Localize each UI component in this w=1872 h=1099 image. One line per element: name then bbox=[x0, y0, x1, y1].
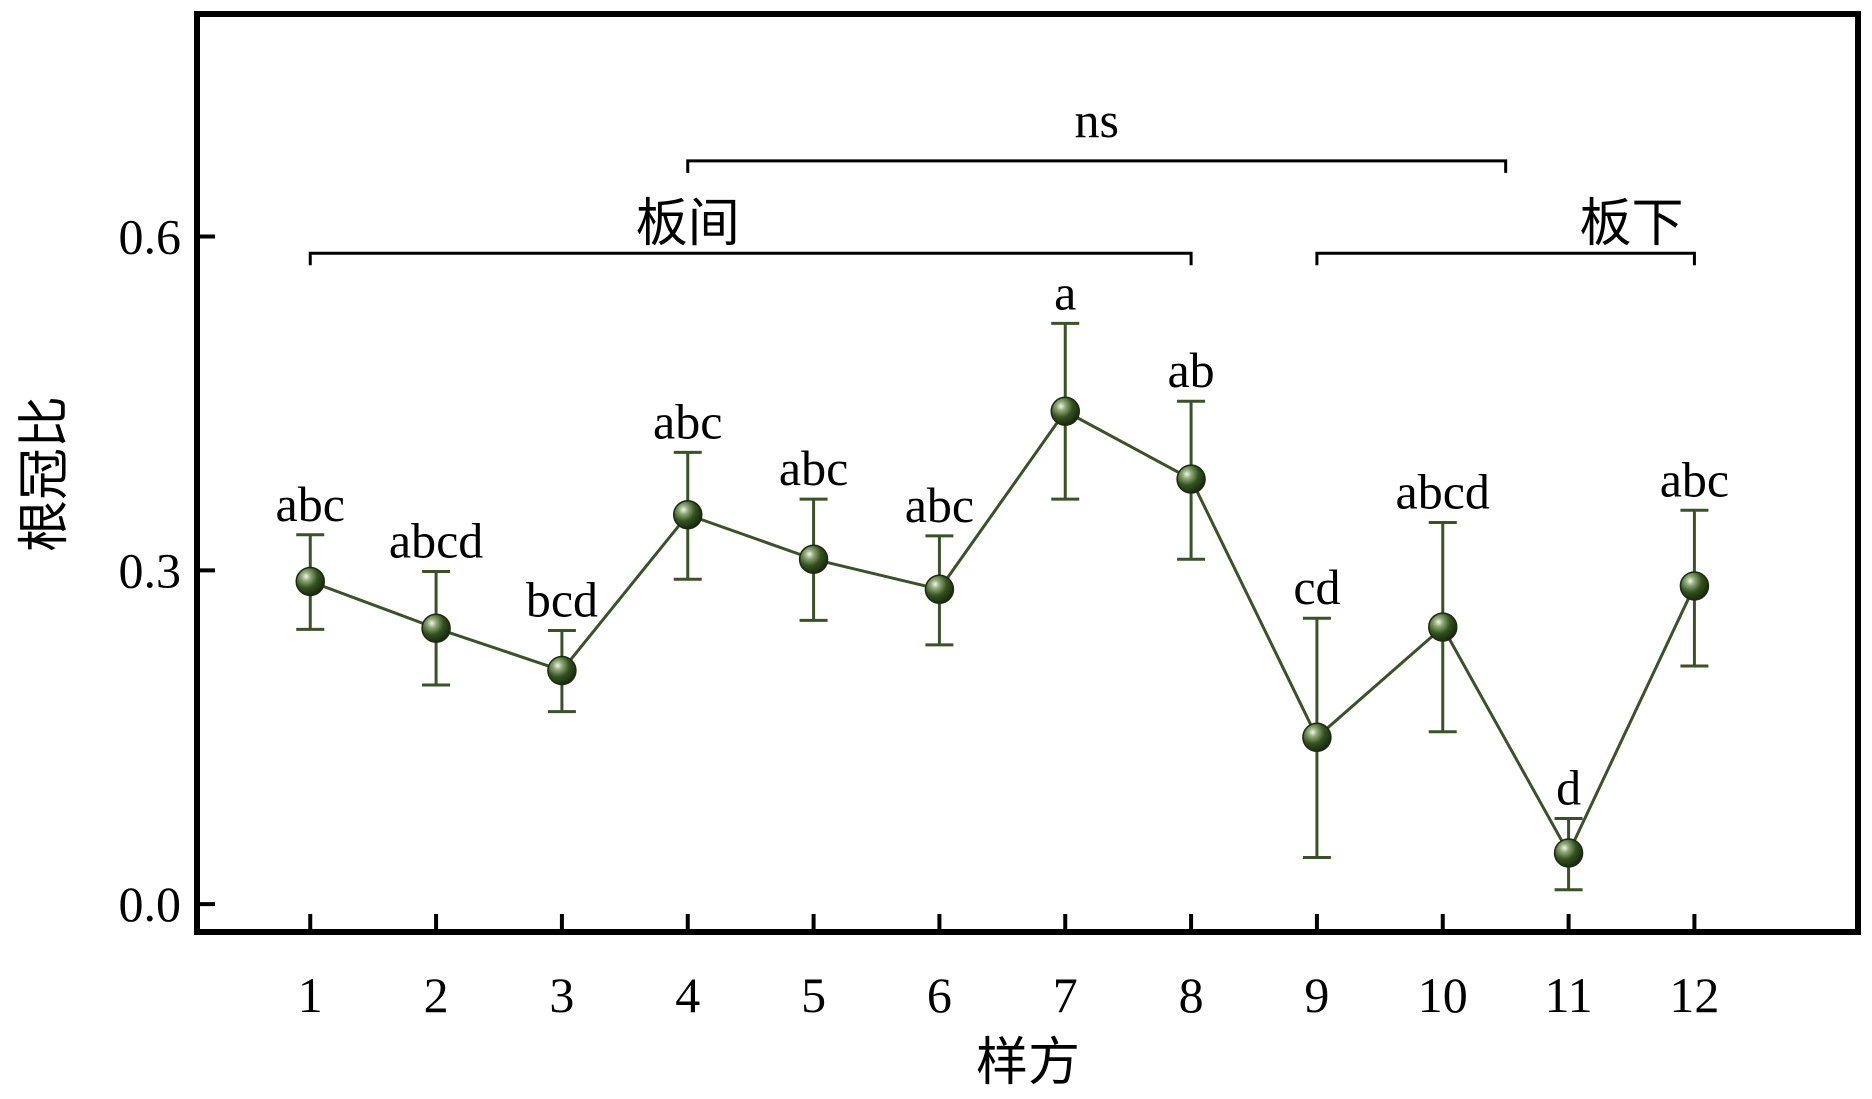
x-tick-label-7: 8 bbox=[1179, 967, 1204, 1023]
group-label-0: 板间 bbox=[636, 194, 740, 254]
data-point-4 bbox=[798, 544, 829, 574]
data-point-6 bbox=[1050, 396, 1080, 426]
comparison-label: ns bbox=[1074, 92, 1118, 148]
x-tick-label-0: 1 bbox=[298, 967, 323, 1023]
x-tick-label-1: 2 bbox=[424, 967, 449, 1023]
x-axis-title: 样方 bbox=[976, 1033, 1080, 1093]
x-tick-label-11: 12 bbox=[1669, 967, 1719, 1023]
series-line-0 bbox=[309, 409, 1696, 857]
significance-label-0: abc bbox=[276, 476, 345, 532]
y-tick-label-0: 0.0 bbox=[119, 876, 182, 932]
significance-label-9: abcd bbox=[1396, 464, 1490, 520]
significance-label-7: ab bbox=[1167, 342, 1214, 398]
group-bracket-0 bbox=[308, 251, 1193, 266]
group-label-1: 板下 bbox=[1579, 194, 1683, 254]
data-point-5 bbox=[924, 574, 955, 605]
significance-label-10: d bbox=[1556, 760, 1581, 816]
data-point-9 bbox=[1428, 612, 1458, 642]
data-point-2 bbox=[547, 655, 577, 686]
x-tick-label-3: 4 bbox=[675, 967, 700, 1023]
y-axis: 0.0 0.3 0.6 bbox=[119, 209, 215, 932]
x-axis: 1 2 3 4 5 6 7 8 9 10 11 12 bbox=[298, 914, 1719, 1023]
data-point-7 bbox=[1176, 464, 1206, 494]
significance-label-5: abc bbox=[905, 477, 974, 533]
x-tick-label-4: 5 bbox=[801, 967, 826, 1023]
significance-label-1: abcd bbox=[389, 512, 483, 568]
comparison-bracket bbox=[686, 159, 1508, 173]
significance-label-3: abc bbox=[653, 393, 722, 449]
x-tick-label-9: 10 bbox=[1418, 967, 1468, 1023]
y-axis-title: 根冠比 bbox=[15, 396, 75, 552]
data-point-10 bbox=[1553, 838, 1584, 868]
significance-label-6: a bbox=[1054, 264, 1076, 320]
data-point-0 bbox=[295, 566, 325, 597]
x-tick-label-2: 3 bbox=[549, 967, 574, 1023]
plot-frame bbox=[194, 11, 1861, 935]
data-point-11 bbox=[1679, 571, 1710, 601]
x-tick-label-5: 6 bbox=[927, 967, 952, 1023]
significance-label-4: abc bbox=[779, 440, 848, 496]
y-tick-label-2: 0.6 bbox=[119, 209, 182, 265]
y-tick-label-1: 0.3 bbox=[119, 542, 182, 598]
group-annotations: 板间 板下 ns bbox=[308, 92, 1696, 266]
data-point-1 bbox=[421, 613, 451, 643]
data-point-3 bbox=[673, 499, 703, 530]
significance-label-2: bcd bbox=[526, 571, 598, 627]
group-bracket-1 bbox=[1315, 251, 1696, 266]
data-point-8 bbox=[1302, 722, 1332, 753]
significance-label-8: cd bbox=[1293, 559, 1340, 615]
significance-label-11: abc bbox=[1660, 451, 1729, 507]
x-tick-label-8: 9 bbox=[1304, 967, 1329, 1023]
x-tick-label-6: 7 bbox=[1053, 967, 1078, 1023]
x-tick-label-10: 11 bbox=[1545, 967, 1593, 1023]
